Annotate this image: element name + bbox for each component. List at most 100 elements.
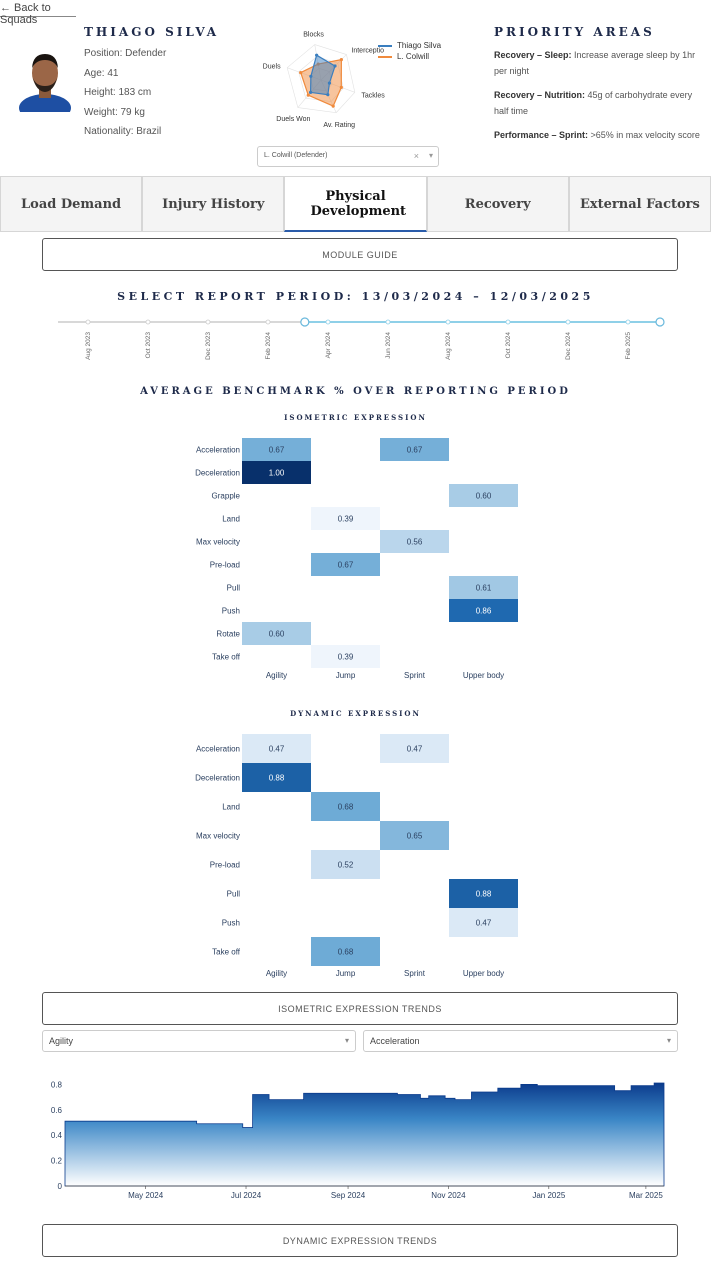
slider-tick-label: Aug 2023 bbox=[85, 332, 92, 360]
heatmap-cell bbox=[311, 937, 380, 966]
tab-load-demand[interactable]: Load Demand bbox=[0, 176, 143, 232]
tab-physical-development[interactable]: Physical Development bbox=[284, 176, 427, 232]
x-tick-label: Sep 2024 bbox=[331, 1191, 366, 1200]
heatmap-col-label: Jump bbox=[336, 969, 356, 978]
heatmap-cell bbox=[449, 576, 518, 599]
heatmap-row-label: Take off bbox=[212, 948, 241, 957]
priority-areas-title: PRIORITY AREAS bbox=[494, 25, 655, 39]
slider-tick-label: Dec 2023 bbox=[205, 332, 212, 360]
heatmap-cell-value: 0.61 bbox=[476, 584, 492, 593]
priority-item: Performance – Sprint: >65% in max veloci… bbox=[494, 130, 700, 140]
heatmap-col-label: Sprint bbox=[404, 671, 426, 680]
heatmap-cell-value: 0.67 bbox=[269, 446, 285, 455]
x-tick-label: Mar 2025 bbox=[629, 1191, 663, 1200]
heatmap-row-label: Deceleration bbox=[195, 469, 240, 478]
y-tick-label: 0.4 bbox=[51, 1131, 63, 1140]
heatmap-cell bbox=[380, 530, 449, 553]
slider-tick-label: Dec 2024 bbox=[565, 332, 572, 360]
heatmap-row-label: Grapple bbox=[212, 492, 241, 501]
radar-point bbox=[308, 90, 313, 95]
player-name: THIAGO SILVA bbox=[84, 25, 220, 39]
player-info: Position: Defender Age: 41 Height: 183 c… bbox=[84, 44, 166, 142]
chevron-down-icon[interactable]: ▾ bbox=[428, 151, 433, 160]
heatmap-col-label: Agility bbox=[266, 969, 287, 978]
heatmap-cell-value: 0.60 bbox=[269, 630, 285, 639]
heatmap-cell bbox=[242, 438, 311, 461]
tab-external-factors[interactable]: External Factors bbox=[568, 176, 711, 232]
heatmap-cell bbox=[311, 507, 380, 530]
heatmap-row-label: Land bbox=[222, 515, 240, 524]
slider-end-handle[interactable] bbox=[655, 317, 665, 327]
slider-tick-label: Apr 2024 bbox=[325, 332, 332, 359]
heatmap-row-label: Land bbox=[222, 803, 240, 812]
heatmap-cell-value: 0.47 bbox=[269, 745, 285, 754]
heatmap-row-label: Pre-load bbox=[210, 561, 240, 570]
radar-axis-label: Duels Won bbox=[276, 116, 310, 123]
radar-point bbox=[339, 85, 343, 89]
compare-player-select[interactable]: L. Colwill (Defender) × ▾ bbox=[257, 146, 439, 167]
heatmap-row-label: Acceleration bbox=[196, 745, 240, 754]
heatmap-cell bbox=[380, 438, 449, 461]
clear-icon[interactable]: × bbox=[413, 151, 419, 161]
heatmap-cell-value: 0.56 bbox=[407, 538, 423, 547]
x-tick-label: May 2024 bbox=[128, 1191, 164, 1200]
heatmap-row-label: Acceleration bbox=[196, 446, 240, 455]
heatmap-cell bbox=[449, 599, 518, 622]
dynamic-heatmap-title: DYNAMIC EXPRESSION bbox=[290, 709, 421, 718]
heatmap-row-label: Deceleration bbox=[195, 774, 240, 783]
module-guide-button[interactable]: MODULE GUIDE bbox=[42, 238, 678, 271]
slider-start-handle[interactable] bbox=[300, 317, 310, 327]
category-dropdown[interactable]: Agility ▾ bbox=[42, 1030, 356, 1052]
slider-tick-label: Feb 2024 bbox=[265, 332, 272, 360]
radar-axis-label: Av. Rating bbox=[323, 122, 355, 129]
heatmap-col-label: Agility bbox=[266, 671, 287, 680]
player-nationality: Nationality: Brazil bbox=[84, 126, 162, 137]
heatmap-cell bbox=[311, 645, 380, 668]
heatmap-cell bbox=[311, 792, 380, 821]
heatmap-cell bbox=[380, 734, 449, 763]
slider-tick-label: Feb 2025 bbox=[625, 332, 632, 360]
x-tick-label: Nov 2024 bbox=[431, 1191, 466, 1200]
heatmap-row-label: Pull bbox=[227, 890, 241, 899]
tab-recovery[interactable]: Recovery bbox=[426, 176, 569, 232]
heatmap-cell-value: 0.47 bbox=[407, 745, 423, 754]
heatmap-cell bbox=[242, 622, 311, 645]
slider-tick-label: Oct 2023 bbox=[145, 332, 152, 359]
slider-tick bbox=[265, 319, 271, 325]
heatmap-cell-value: 0.39 bbox=[338, 653, 354, 662]
heatmap-cell-value: 0.86 bbox=[476, 607, 492, 616]
legend-item-colwill: L. Colwill bbox=[378, 51, 441, 62]
heatmap-cell bbox=[311, 553, 380, 576]
slider-tick-label: Oct 2024 bbox=[505, 332, 512, 359]
heatmap-col-label: Upper body bbox=[463, 671, 504, 680]
dynamic-trends-button[interactable]: DYNAMIC EXPRESSION TRENDS bbox=[42, 1224, 678, 1257]
x-tick-label: Jan 2025 bbox=[532, 1191, 565, 1200]
heatmap-cell-value: 0.68 bbox=[338, 948, 354, 957]
tab-injury-history[interactable]: Injury History bbox=[142, 176, 285, 232]
heatmap-cell bbox=[242, 461, 311, 484]
slider-tick bbox=[325, 319, 331, 325]
heatmap-cell-value: 0.68 bbox=[338, 803, 354, 812]
legend-label: L. Colwill bbox=[397, 52, 430, 61]
metric-dropdown[interactable]: Acceleration ▾ bbox=[363, 1030, 678, 1052]
slider-tick-label: Aug 2024 bbox=[445, 332, 452, 360]
y-tick-label: 0.2 bbox=[51, 1157, 63, 1166]
heatmap-row-label: Pull bbox=[227, 584, 241, 593]
metric-dropdown-value: Acceleration bbox=[370, 1036, 420, 1046]
radar-point bbox=[327, 81, 332, 85]
y-tick-label: 0.8 bbox=[51, 1080, 63, 1089]
player-position: Position: Defender bbox=[84, 48, 167, 59]
back-to-squads-link[interactable]: ← Back to Squads bbox=[0, 0, 76, 26]
report-period-slider[interactable]: Aug 2023 Oct 2023 Dec 2023 Feb 2024 Apr 2024… bbox=[50, 310, 670, 370]
priority-areas-list: Recovery – Sleep: Increase average sleep… bbox=[494, 47, 708, 151]
heatmap-row-label: Max velocity bbox=[196, 832, 240, 841]
heatmap-cell-value: 0.65 bbox=[407, 832, 423, 841]
priority-item: Recovery – Nutrition: 45g of carbohydrat… bbox=[494, 90, 693, 116]
heatmap-row-label: Push bbox=[222, 919, 240, 928]
chevron-down-icon: ▾ bbox=[344, 1036, 349, 1045]
isometric-trends-button[interactable]: ISOMETRIC EXPRESSION TRENDS bbox=[42, 992, 678, 1025]
slider-tick bbox=[205, 319, 211, 325]
compare-select-value: L. Colwill (Defender) bbox=[264, 152, 328, 159]
heatmap-row-label: Max velocity bbox=[196, 538, 240, 547]
heatmap-cell-value: 0.60 bbox=[476, 492, 492, 501]
